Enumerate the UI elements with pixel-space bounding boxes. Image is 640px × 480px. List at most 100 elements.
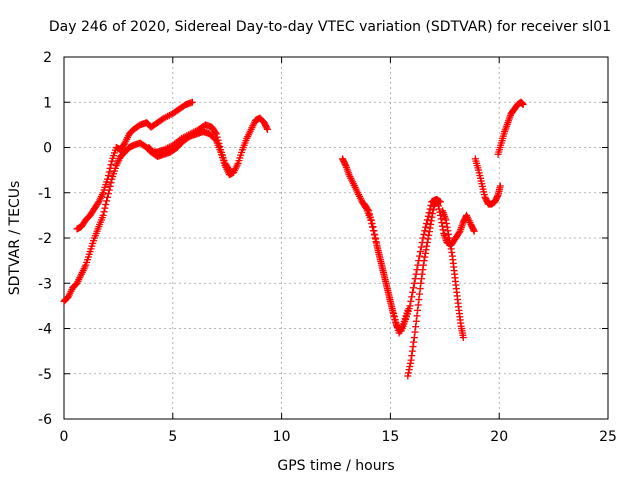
x-tick-label: 10 [273, 429, 291, 445]
data-point [446, 241, 454, 249]
data-point [434, 202, 442, 210]
data-point [423, 242, 431, 250]
data-point [214, 136, 222, 144]
data-point [439, 226, 447, 234]
data-point [406, 359, 414, 367]
data-point [99, 211, 107, 219]
data-point [407, 297, 415, 305]
data-series [494, 98, 527, 158]
data-point [104, 175, 112, 183]
y-tick-label: -3 [38, 276, 52, 292]
data-point [416, 248, 424, 256]
data-point [386, 294, 394, 302]
grid [64, 57, 608, 419]
data-point [423, 220, 431, 228]
data-point [412, 317, 420, 325]
data-series [145, 121, 233, 174]
data-point [367, 216, 375, 224]
data-point [386, 297, 394, 305]
data-point [444, 227, 452, 235]
data-point [404, 306, 412, 314]
data-point [413, 266, 421, 274]
data-point [372, 239, 380, 247]
data-point [493, 192, 501, 200]
data-point [406, 363, 414, 371]
data-point [213, 133, 221, 141]
x-tick-label: 15 [381, 429, 399, 445]
data-point [423, 239, 431, 247]
data-point [421, 227, 429, 235]
data-point [438, 219, 446, 227]
data-point [188, 98, 196, 106]
data-point [410, 334, 418, 342]
data-series [360, 200, 412, 337]
data-point [416, 252, 424, 260]
data-point [425, 209, 433, 217]
data-point [423, 216, 431, 224]
data-point [448, 248, 456, 256]
data-point [390, 312, 398, 320]
data-point [410, 338, 418, 346]
data-point [414, 306, 422, 314]
data-point [263, 124, 271, 132]
data-point [263, 125, 271, 133]
data-point [434, 199, 442, 207]
y-tick-label: -5 [38, 367, 52, 383]
data-point [416, 290, 424, 298]
data-point [427, 220, 435, 228]
data-point [216, 143, 224, 151]
data-point [211, 129, 219, 137]
data-points [60, 98, 527, 380]
data-point [519, 101, 527, 109]
data-point [376, 254, 384, 262]
data-point [416, 285, 424, 293]
data-point [408, 352, 416, 360]
y-tick-label: -2 [38, 231, 52, 247]
data-point [410, 279, 418, 287]
data-point [385, 290, 393, 298]
data-point [428, 213, 436, 221]
data-point [107, 179, 115, 187]
y-tick-label: -4 [38, 322, 52, 338]
data-series [471, 155, 504, 208]
data-point [225, 165, 233, 173]
data-point [374, 247, 382, 255]
data-point [412, 270, 420, 278]
data-point [444, 230, 452, 238]
data-point [368, 220, 376, 228]
data-point [366, 213, 374, 221]
data-point [421, 253, 429, 261]
data-point [429, 206, 437, 214]
data-point [379, 265, 387, 273]
data-point [409, 284, 417, 292]
data-point [104, 190, 112, 198]
data-point [407, 356, 415, 364]
data-point [388, 305, 396, 313]
data-point [366, 210, 374, 218]
data-point [215, 139, 223, 147]
data-point [382, 279, 390, 287]
data-point [470, 226, 478, 234]
data-point [408, 293, 416, 301]
data-point [371, 231, 379, 239]
data-point [364, 205, 372, 213]
data-point [446, 238, 454, 246]
y-axis-label: SDTVAR / TECUs [7, 181, 23, 296]
x-tick-label: 25 [599, 429, 617, 445]
data-point [102, 201, 110, 209]
data-point [389, 308, 397, 316]
data-point [496, 182, 504, 190]
data-point [425, 231, 433, 239]
y-tick-label: -1 [38, 186, 52, 202]
x-tick-label: 20 [490, 429, 508, 445]
data-point [105, 168, 113, 176]
data-point [470, 227, 478, 235]
x-tick-label: 5 [168, 429, 177, 445]
data-point [412, 323, 420, 331]
data-point [459, 334, 467, 342]
data-point [424, 212, 432, 220]
x-axis-label: GPS time / hours [277, 458, 394, 474]
data-point [225, 166, 233, 174]
y-tick-label: 2 [43, 50, 52, 66]
